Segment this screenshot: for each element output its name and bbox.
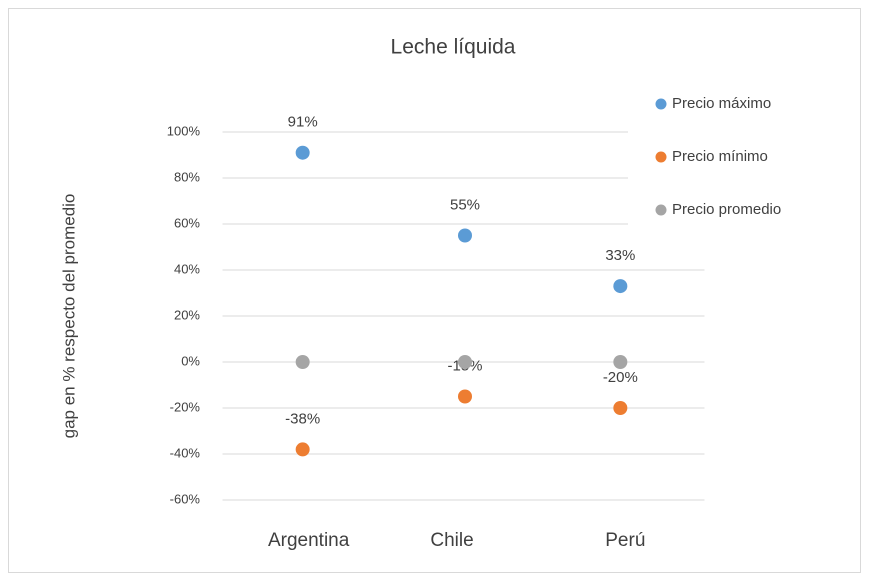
y-axis-title: gap en % respecto del promedio [59, 194, 78, 439]
y-tick-label: 60% [174, 215, 200, 230]
marker [295, 145, 310, 160]
x-tick-label: Argentina [268, 530, 350, 551]
legend-label: Precio promedio [672, 201, 781, 218]
y-tick-label: -20% [170, 399, 201, 414]
legend-marker [655, 98, 667, 110]
y-tick-label: 0% [181, 353, 200, 368]
marker [295, 442, 310, 457]
marker [613, 279, 628, 294]
legend-label: Precio máximo [672, 95, 771, 112]
marker [613, 355, 628, 369]
legend-marker [655, 151, 667, 163]
y-tick-label: 20% [174, 307, 200, 322]
marker [458, 355, 472, 369]
y-tick-label: 40% [174, 261, 200, 276]
x-tick-label: Perú [605, 530, 645, 551]
marker [458, 389, 472, 404]
marker [295, 355, 310, 369]
y-tick-label: 100% [167, 123, 201, 138]
legend-label: Precio mínimo [672, 148, 768, 165]
y-tick-label: 80% [174, 169, 200, 184]
x-tick-label: Chile [430, 530, 473, 551]
data-label: -20% [603, 369, 638, 386]
y-tick-label: -40% [170, 445, 201, 460]
y-tick-label: -60% [170, 491, 201, 506]
chart-title: Leche líquida [391, 36, 516, 59]
legend-marker [655, 204, 667, 216]
marker [458, 228, 472, 243]
marker [613, 401, 628, 415]
data-label: 33% [605, 247, 635, 264]
data-label: 91% [288, 114, 318, 131]
data-label: 55% [450, 196, 480, 213]
data-label: -38% [285, 410, 320, 427]
